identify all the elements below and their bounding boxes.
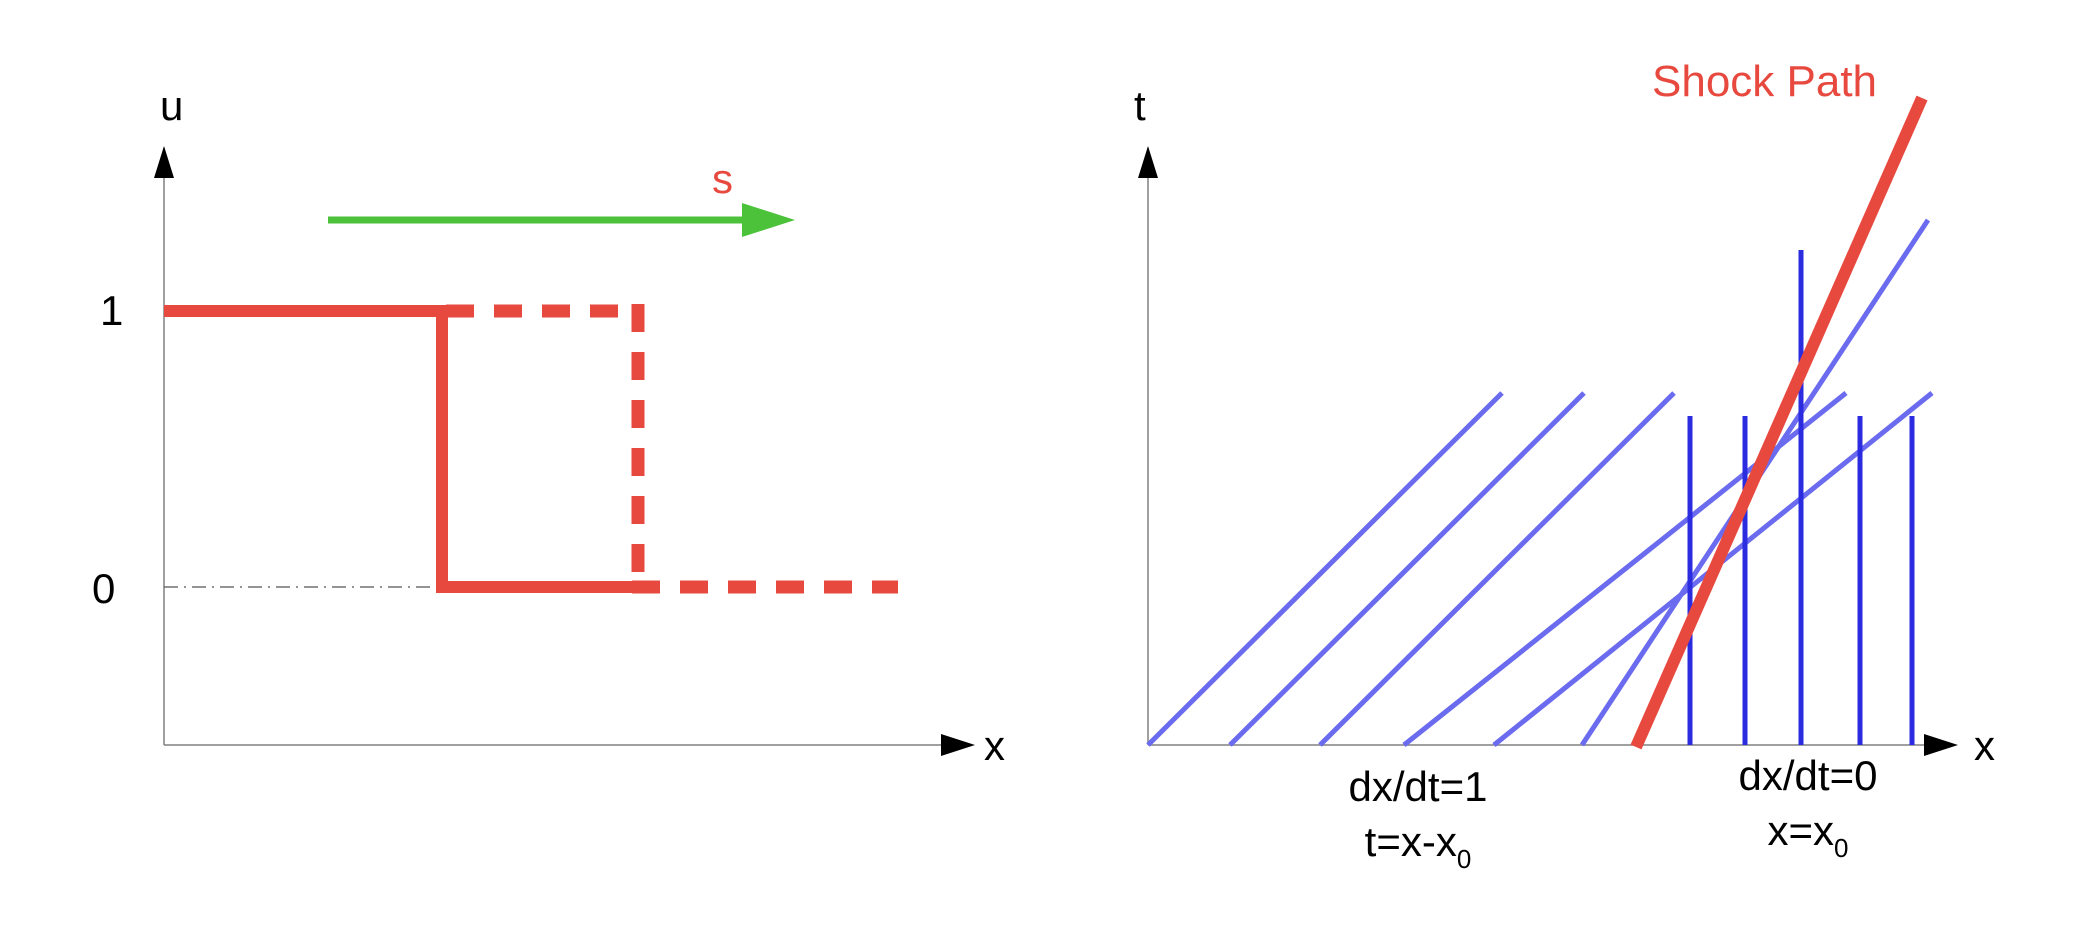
u-axis-arrowhead bbox=[154, 146, 174, 178]
right-region-equation: x=x0 bbox=[1768, 807, 1849, 863]
vertical-characteristics bbox=[1687, 250, 1915, 745]
shock-path-label: Shock Path bbox=[1652, 57, 1877, 106]
tick-label-zero: 0 bbox=[92, 565, 115, 612]
shock-path-line bbox=[1630, 95, 1928, 750]
left-region-equation-subscript: 0 bbox=[1457, 844, 1471, 874]
u-axis-label: u bbox=[160, 82, 183, 129]
right-panel: t x Shock Path dx/dt=1 t=x-x0 dx/dt=0 x=… bbox=[1134, 57, 1995, 874]
x-axis-right-arrowhead bbox=[1924, 734, 1958, 756]
slanted-characteristics bbox=[1146, 218, 1934, 747]
characteristic-line bbox=[1318, 391, 1676, 747]
left-panel: u x 1 0 s bbox=[92, 82, 1005, 769]
characteristic-line bbox=[1228, 391, 1586, 747]
left-region-equation-main: t=x-x bbox=[1365, 818, 1457, 865]
initial-step-profile bbox=[164, 305, 632, 593]
characteristic-line bbox=[1146, 391, 1504, 747]
right-region-equation-main: x=x bbox=[1768, 807, 1835, 854]
right-region-slope-label: dx/dt=0 bbox=[1739, 752, 1878, 799]
left-region-slope-label: dx/dt=1 bbox=[1349, 763, 1488, 810]
left-region-equation: t=x-x0 bbox=[1365, 818, 1472, 874]
speed-arrow-head bbox=[742, 203, 795, 237]
tick-label-one: 1 bbox=[100, 287, 123, 334]
speed-label: s bbox=[712, 155, 733, 202]
t-axis-arrowhead bbox=[1138, 146, 1158, 178]
x-axis-right-label: x bbox=[1974, 722, 1995, 769]
x-axis-left-arrowhead bbox=[941, 734, 975, 756]
right-region-equation-subscript: 0 bbox=[1834, 833, 1848, 863]
t-axis-label: t bbox=[1134, 82, 1146, 129]
x-axis-left-label: x bbox=[984, 722, 1005, 769]
